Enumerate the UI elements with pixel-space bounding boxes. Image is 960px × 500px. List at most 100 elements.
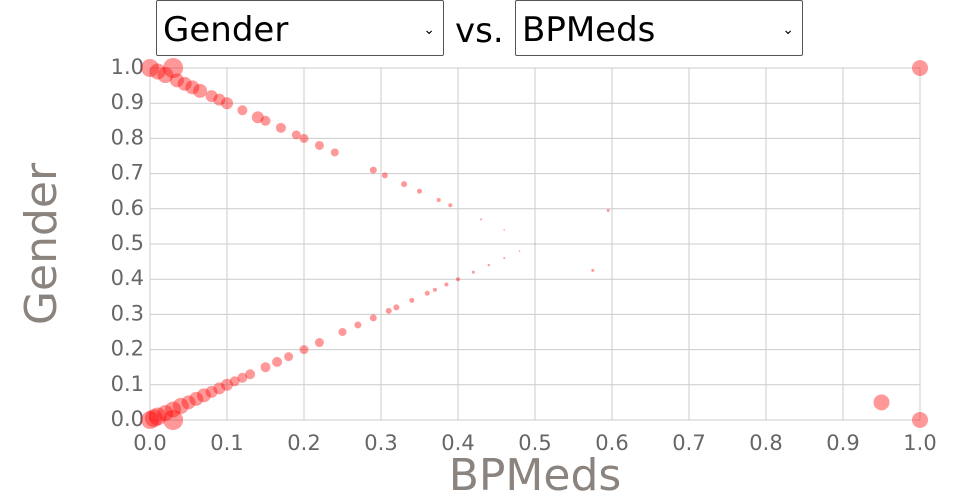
point bbox=[205, 385, 218, 398]
point bbox=[251, 111, 264, 124]
point bbox=[177, 76, 192, 91]
point bbox=[229, 376, 240, 387]
y-tick-label: 1.0 bbox=[111, 55, 144, 79]
y-tick-label: 0.3 bbox=[111, 301, 144, 325]
select-value: Gender bbox=[163, 10, 289, 50]
x-tick-label: 1.0 bbox=[903, 431, 936, 455]
x-tick-label: 0.9 bbox=[826, 431, 859, 455]
x-tick-label: 0.3 bbox=[364, 431, 397, 455]
point bbox=[163, 410, 184, 430]
point bbox=[432, 287, 437, 292]
x-tick-label: 0.4 bbox=[441, 431, 474, 455]
point bbox=[354, 321, 362, 329]
y-variable-select[interactable]: Gender ⌄ bbox=[156, 0, 444, 56]
point bbox=[237, 372, 248, 383]
point bbox=[157, 404, 174, 421]
point bbox=[299, 345, 309, 355]
point bbox=[471, 270, 475, 274]
y-tick-label: 0.5 bbox=[111, 231, 144, 255]
point bbox=[260, 362, 271, 373]
point bbox=[606, 209, 610, 213]
point bbox=[424, 290, 430, 296]
point bbox=[444, 282, 449, 287]
x-tick-label: 0.2 bbox=[287, 431, 320, 455]
point bbox=[172, 397, 189, 414]
y-tick-label: 0.7 bbox=[111, 161, 144, 185]
y-tick-label: 0.9 bbox=[111, 90, 144, 114]
chevron: ⌄ bbox=[423, 22, 435, 38]
point bbox=[169, 73, 184, 88]
point bbox=[381, 172, 388, 179]
point bbox=[912, 412, 928, 428]
chevron: ⌄ bbox=[782, 22, 794, 38]
point bbox=[534, 243, 536, 245]
x-tick-label: 0.1 bbox=[210, 431, 243, 455]
point bbox=[149, 63, 166, 80]
x-tick-label: 0.8 bbox=[749, 431, 782, 455]
point bbox=[385, 307, 392, 314]
point bbox=[181, 395, 196, 410]
x-tick-label: 0.5 bbox=[518, 431, 551, 455]
point bbox=[157, 67, 174, 84]
point bbox=[393, 304, 400, 311]
point bbox=[314, 338, 324, 348]
select-value: BPMeds bbox=[522, 10, 656, 50]
point bbox=[417, 188, 422, 194]
x-variable-select[interactable]: BPMeds ⌄ bbox=[515, 0, 803, 56]
point bbox=[205, 90, 218, 103]
point bbox=[275, 122, 286, 133]
point bbox=[144, 409, 163, 428]
point bbox=[299, 133, 309, 143]
point bbox=[369, 166, 377, 174]
point bbox=[487, 263, 490, 267]
y-tick-label: 0.8 bbox=[111, 125, 144, 149]
point bbox=[409, 297, 415, 303]
point bbox=[591, 268, 595, 272]
x-tick-label: 0.7 bbox=[672, 431, 705, 455]
x-axis-title: BPMeds bbox=[449, 450, 622, 500]
point bbox=[189, 391, 204, 406]
x-tick-label: 0.0 bbox=[133, 431, 166, 455]
point bbox=[237, 105, 248, 116]
point bbox=[369, 314, 377, 322]
point bbox=[436, 198, 441, 202]
point bbox=[456, 277, 460, 282]
y-tick-label: 0.1 bbox=[111, 372, 144, 396]
point bbox=[291, 130, 301, 140]
point bbox=[330, 148, 339, 157]
x-tick-label: 0.6 bbox=[595, 431, 628, 455]
point bbox=[260, 115, 271, 126]
point bbox=[503, 257, 506, 260]
y-tick-label: 0.0 bbox=[111, 407, 144, 431]
separator: vs. bbox=[455, 11, 504, 51]
point bbox=[314, 140, 324, 150]
point bbox=[873, 394, 890, 411]
point bbox=[245, 369, 256, 380]
point bbox=[480, 218, 483, 221]
point bbox=[163, 58, 184, 78]
point bbox=[196, 388, 211, 403]
point bbox=[185, 80, 200, 95]
point bbox=[141, 411, 159, 429]
y-tick-label: 0.4 bbox=[111, 266, 144, 290]
y-axis-title: Gender bbox=[16, 162, 67, 325]
point bbox=[213, 93, 226, 106]
point bbox=[272, 356, 283, 367]
point bbox=[284, 352, 294, 362]
point bbox=[401, 181, 408, 188]
point bbox=[448, 203, 453, 208]
point bbox=[518, 250, 521, 252]
point bbox=[148, 407, 167, 426]
point bbox=[221, 378, 233, 391]
point bbox=[193, 83, 208, 98]
point bbox=[165, 401, 182, 418]
point bbox=[338, 328, 347, 336]
y-tick-label: 0.2 bbox=[111, 337, 144, 361]
point bbox=[213, 382, 226, 395]
point bbox=[221, 97, 233, 110]
y-tick-label: 0.6 bbox=[111, 196, 144, 220]
point bbox=[912, 60, 928, 76]
point bbox=[141, 59, 159, 77]
